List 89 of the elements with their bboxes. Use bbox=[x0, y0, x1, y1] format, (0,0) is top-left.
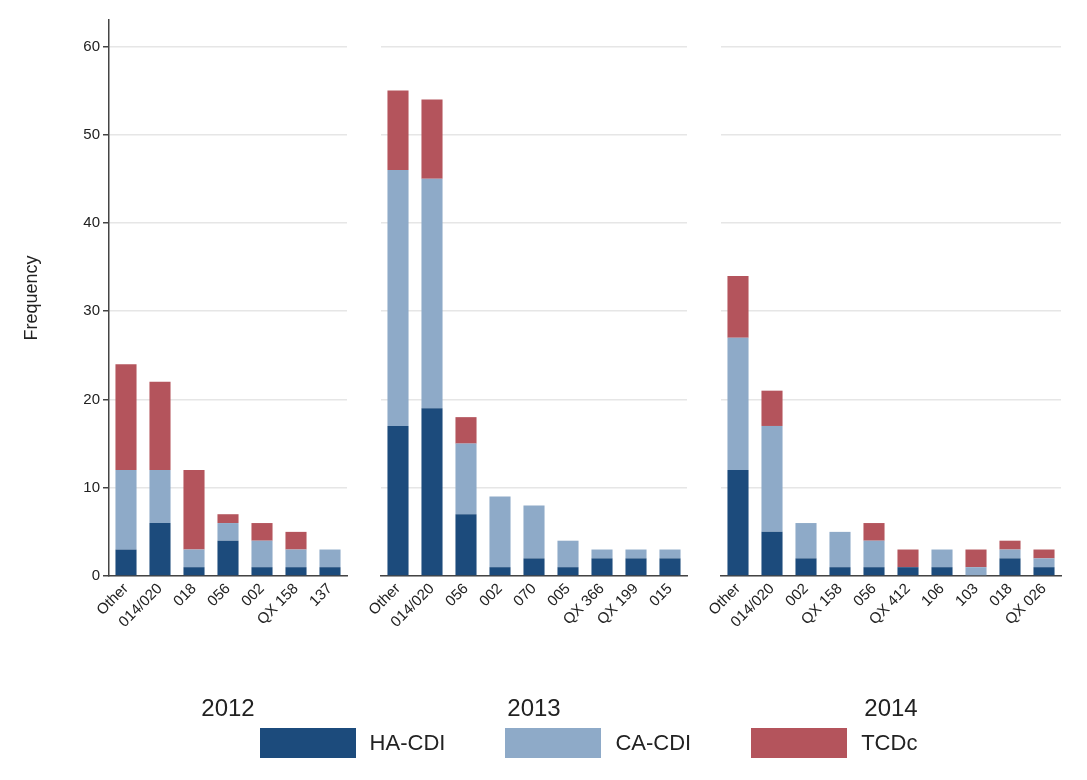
legend-label: HA-CDI bbox=[369, 730, 446, 756]
bar bbox=[863, 540, 885, 568]
bar bbox=[149, 523, 171, 576]
bar bbox=[761, 390, 783, 426]
x-tick-label: 106 bbox=[917, 579, 948, 610]
x-tick-label: 056 bbox=[441, 579, 472, 610]
x-tick-label: 056 bbox=[203, 579, 234, 610]
bar bbox=[421, 99, 443, 179]
bar bbox=[999, 558, 1021, 576]
bar bbox=[557, 540, 579, 568]
bar bbox=[149, 470, 171, 524]
bar bbox=[591, 549, 613, 559]
x-tick-label: 137 bbox=[305, 579, 336, 610]
bar bbox=[727, 275, 749, 338]
y-axis-title: Frequency bbox=[20, 255, 41, 341]
bar bbox=[1033, 549, 1055, 559]
bar bbox=[183, 567, 205, 576]
y-tick-label: 40 bbox=[83, 213, 100, 231]
bar bbox=[761, 425, 783, 532]
bar bbox=[387, 90, 409, 171]
bar bbox=[1033, 567, 1055, 576]
bar bbox=[251, 540, 273, 568]
x-axis-title: 2014 bbox=[864, 694, 918, 722]
bar bbox=[217, 523, 239, 541]
bar bbox=[183, 549, 205, 568]
legend-label: CA-CDI bbox=[615, 730, 692, 756]
bar bbox=[829, 567, 851, 576]
bar bbox=[285, 567, 307, 576]
bar bbox=[523, 505, 545, 559]
bar bbox=[251, 523, 273, 541]
x-tick-label: 002 bbox=[475, 579, 506, 610]
bar bbox=[285, 549, 307, 568]
bar bbox=[727, 337, 749, 471]
y-tick-label: 30 bbox=[83, 301, 100, 319]
bar bbox=[115, 364, 137, 471]
bar bbox=[489, 567, 511, 576]
bar bbox=[795, 523, 817, 559]
bar bbox=[251, 567, 273, 576]
x-tick-label: 015 bbox=[645, 579, 676, 610]
bar bbox=[421, 178, 443, 409]
bar bbox=[863, 523, 885, 541]
bar bbox=[795, 558, 817, 576]
bar bbox=[829, 531, 851, 568]
bar bbox=[217, 514, 239, 524]
bar bbox=[455, 417, 477, 444]
bar bbox=[523, 558, 545, 576]
bar bbox=[659, 558, 681, 576]
bar bbox=[285, 531, 307, 550]
bar bbox=[999, 549, 1021, 559]
bar bbox=[421, 408, 443, 576]
bar bbox=[183, 470, 205, 550]
bar bbox=[863, 567, 885, 576]
bar bbox=[115, 549, 137, 576]
bar bbox=[217, 540, 239, 576]
x-tick-label: 070 bbox=[509, 579, 540, 610]
bar bbox=[897, 567, 919, 576]
bar bbox=[115, 470, 137, 550]
bar bbox=[149, 381, 171, 471]
y-tick-label: 0 bbox=[91, 566, 100, 584]
bar bbox=[761, 531, 783, 576]
bar bbox=[557, 567, 579, 576]
y-tick-label: 60 bbox=[83, 36, 100, 54]
bar bbox=[931, 567, 953, 576]
bar bbox=[965, 549, 987, 568]
x-axis-title: 2012 bbox=[201, 694, 255, 722]
x-tick-label: 018 bbox=[169, 579, 200, 610]
bar bbox=[625, 558, 647, 576]
bar bbox=[897, 549, 919, 568]
bar bbox=[455, 443, 477, 515]
bar bbox=[965, 567, 987, 576]
bar bbox=[591, 558, 613, 576]
bar bbox=[625, 549, 647, 559]
bar bbox=[931, 549, 953, 568]
bar bbox=[1033, 558, 1055, 568]
bar bbox=[455, 514, 477, 576]
bar bbox=[319, 567, 341, 576]
bar bbox=[387, 170, 409, 426]
x-tick-label: 103 bbox=[951, 579, 982, 610]
legend-label: TCDc bbox=[861, 730, 918, 756]
bar bbox=[387, 425, 409, 576]
bar bbox=[659, 549, 681, 559]
bar bbox=[727, 470, 749, 576]
bar bbox=[999, 540, 1021, 550]
y-tick-label: 20 bbox=[83, 389, 100, 407]
y-tick-label: 50 bbox=[83, 124, 100, 142]
y-tick-label: 10 bbox=[83, 477, 100, 495]
bar bbox=[489, 496, 511, 568]
x-axis-title: 2013 bbox=[507, 694, 561, 722]
bar bbox=[319, 549, 341, 568]
